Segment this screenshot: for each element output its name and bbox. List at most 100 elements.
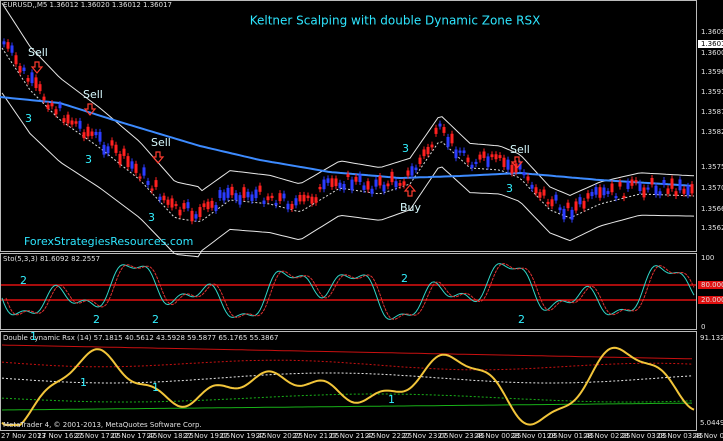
stoch-tick-label: 80.0000	[701, 281, 723, 289]
candle-body	[210, 200, 214, 208]
sell-arrow	[151, 151, 165, 164]
candle-body	[474, 161, 478, 165]
candle-body	[62, 118, 66, 123]
candle-body	[94, 131, 98, 136]
candle-body	[266, 196, 270, 201]
candle-body	[534, 187, 538, 194]
candle-body	[382, 184, 386, 192]
candle-body	[598, 187, 602, 198]
candle-body	[10, 45, 14, 53]
candle-body	[242, 187, 246, 198]
stoch-main	[1, 263, 695, 320]
time-tick-label: 28 Nov 01:05	[511, 432, 558, 440]
candle-body	[486, 156, 490, 167]
count-label: 3	[402, 142, 409, 155]
candle-body	[238, 195, 242, 205]
rsx-lower-zone	[1, 393, 693, 403]
candle-body	[310, 196, 314, 204]
time-tick-label: 28 Nov 02:25	[583, 432, 630, 440]
time-tick-label: 27 Nov 22:25	[365, 432, 412, 440]
candle-body	[22, 67, 26, 72]
level-box	[698, 296, 723, 304]
candle-body	[606, 191, 610, 194]
candle-body	[446, 136, 450, 147]
candle-body	[350, 179, 354, 191]
candle-body	[554, 194, 558, 201]
price-tick-label: 1.35960	[701, 68, 723, 76]
candle-body	[206, 201, 210, 210]
candle-body	[482, 151, 486, 158]
candle-body	[330, 178, 334, 187]
candle-body	[410, 166, 414, 176]
time-tick-label: 27 Nov 19:45	[219, 432, 266, 440]
candle-body	[574, 201, 578, 211]
price-tick-label: 1.35620	[701, 224, 723, 232]
candle-body	[202, 203, 206, 208]
time-tick-label: 27 Nov 2013	[1, 432, 46, 440]
time-tick-label: 27 Nov 19:05	[183, 432, 230, 440]
candle-body	[86, 126, 90, 137]
candle-body	[278, 193, 282, 202]
candle-body	[126, 156, 130, 168]
candle-body	[414, 167, 418, 171]
price-tick-label: 1.36017	[701, 40, 723, 48]
candle-body	[174, 204, 178, 207]
candle-body	[142, 167, 146, 176]
count-label: 1	[152, 381, 159, 394]
candle-body	[290, 203, 294, 210]
candle-body	[526, 176, 530, 181]
sell-arrow	[510, 156, 524, 169]
candle-body	[14, 55, 18, 65]
candle-body	[394, 181, 398, 188]
rsx-lower-zone-2	[1, 402, 692, 411]
time-tick-label: 28 Nov 04:25	[693, 432, 723, 440]
time-tick-label: 28 Nov 01:45	[547, 432, 594, 440]
candle-body	[670, 178, 674, 189]
candle-body	[518, 163, 522, 170]
candle-body	[138, 176, 142, 179]
signal-arrows	[30, 61, 524, 197]
candle-body	[602, 187, 606, 196]
candle-body	[682, 188, 686, 194]
stoch-tick-label: 0	[701, 323, 705, 331]
candle-body	[78, 120, 82, 129]
candle-body	[222, 192, 226, 201]
keltner-upper	[1, 2, 695, 196]
candle-body	[626, 181, 630, 189]
candle-body	[70, 120, 74, 125]
candle-body	[542, 189, 546, 196]
candle-body	[582, 200, 586, 209]
candle-body	[558, 207, 562, 211]
candle-body	[398, 183, 402, 186]
moving-average	[0, 96, 693, 187]
candle-body	[302, 194, 306, 202]
time-tick-label: 27 Nov 17:45	[110, 432, 157, 440]
price-tick-label: 1.36000	[701, 49, 723, 57]
candle-body	[246, 191, 250, 198]
time-tick-label: 27 Nov 20:25	[256, 432, 303, 440]
candle-body	[374, 179, 378, 187]
price-tick-label: 1.35870	[701, 108, 723, 116]
candle-body	[550, 199, 554, 207]
time-tick-label: 28 Nov 00:25	[474, 432, 521, 440]
price-tick-label: 1.35915	[701, 88, 723, 96]
candle-body	[634, 180, 638, 183]
candle-body	[566, 202, 570, 209]
candle-body	[386, 183, 390, 187]
candle-body	[274, 202, 278, 206]
candle-body	[214, 205, 218, 211]
candle-body	[158, 196, 162, 200]
candle-body	[34, 77, 38, 88]
candle-body	[26, 78, 30, 82]
candle-body	[130, 161, 134, 169]
candle-body	[686, 185, 690, 196]
candle-body	[570, 209, 574, 220]
candle-body	[690, 184, 694, 194]
candle-body	[30, 72, 34, 84]
candle-body	[578, 197, 582, 205]
candle-body	[258, 185, 262, 192]
time-tick-label: 27 Nov 16:25	[37, 432, 84, 440]
level-box	[698, 281, 723, 289]
signal-label: Buy	[400, 201, 422, 214]
count-label: 3	[148, 211, 155, 224]
